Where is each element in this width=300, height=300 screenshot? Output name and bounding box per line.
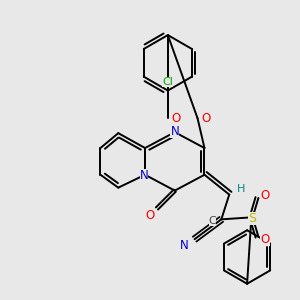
Text: O: O xyxy=(202,112,211,125)
Text: O: O xyxy=(171,112,180,125)
Text: N: N xyxy=(170,125,179,138)
Text: O: O xyxy=(260,189,270,202)
Text: O: O xyxy=(146,209,154,222)
Text: Cl: Cl xyxy=(162,76,173,87)
Text: O: O xyxy=(260,233,270,246)
Text: S: S xyxy=(248,212,256,225)
Text: H: H xyxy=(237,184,245,194)
Text: C: C xyxy=(208,216,216,226)
Text: N: N xyxy=(140,169,148,182)
Text: N: N xyxy=(180,238,189,252)
